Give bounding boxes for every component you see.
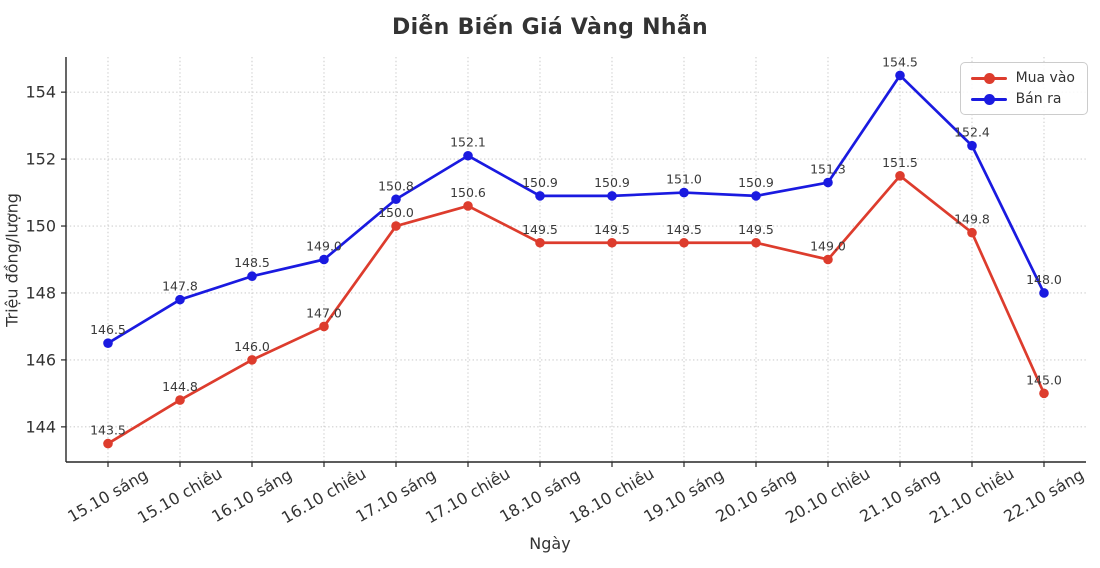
data-point <box>823 254 833 265</box>
data-point <box>103 338 113 348</box>
data-point-label: 146.0 <box>234 339 270 354</box>
data-point <box>247 271 257 282</box>
data-point-label: 145.0 <box>1026 372 1062 387</box>
x-tick-label: 20.10 chiều <box>782 464 873 528</box>
data-point <box>535 237 545 248</box>
data-point <box>607 191 617 201</box>
data-point-label: 149.5 <box>594 222 630 237</box>
data-point <box>967 140 977 151</box>
x-tick-label: 17.10 chiều <box>422 464 513 528</box>
series-line <box>106 74 1046 345</box>
legend-line-marker-blue-icon <box>970 93 1007 105</box>
data-point-label: 151.3 <box>810 162 846 177</box>
data-point <box>319 254 329 265</box>
data-point-label: 147.8 <box>162 279 198 294</box>
data-point <box>679 187 689 198</box>
y-tick-label: 150 <box>25 217 56 236</box>
data-point <box>175 294 185 305</box>
data-point-label: 150.9 <box>738 175 774 190</box>
data-point <box>679 237 689 248</box>
data-point <box>607 237 617 248</box>
chart-title: Diễn Biến Giá Vàng Nhẫn <box>392 15 708 40</box>
data-point <box>175 395 185 405</box>
data-point <box>535 191 545 201</box>
y-tick-label: 144 <box>25 417 56 436</box>
data-point <box>103 438 113 449</box>
y-tick-label: 154 <box>25 83 56 102</box>
legend-label-ban-ra: Bán ra <box>1015 91 1062 107</box>
data-point <box>319 321 329 332</box>
data-point-label: 149.8 <box>954 212 990 227</box>
legend-item-mua-vao: Mua vào <box>970 70 1075 86</box>
y-tick-label: 148 <box>25 283 56 302</box>
data-point-label: 150.8 <box>378 178 414 193</box>
data-point-label: 146.5 <box>90 322 126 337</box>
data-point <box>247 355 257 365</box>
data-point <box>895 171 905 181</box>
data-point-label: 149.0 <box>306 239 342 254</box>
legend: Mua vào Bán ra <box>959 62 1088 115</box>
data-point-label: 150.9 <box>522 175 558 190</box>
data-point <box>463 150 473 161</box>
data-point-label: 148.0 <box>1026 272 1062 287</box>
data-point-label: 149.0 <box>810 239 846 254</box>
y-axis-title-text: Triệu đồng/lượng <box>2 193 22 327</box>
x-tick-label: 18.10 chiều <box>566 464 657 528</box>
data-point-label: 150.6 <box>450 185 486 200</box>
data-point <box>751 237 761 248</box>
data-point-label: 144.8 <box>162 379 198 394</box>
data-point <box>1039 388 1049 399</box>
data-point <box>391 194 401 205</box>
data-point-label: 148.5 <box>234 255 270 270</box>
data-point-label: 149.5 <box>522 222 558 237</box>
y-tick-label: 152 <box>25 150 56 169</box>
data-point <box>895 70 905 81</box>
x-tick-label: 21.10 chiều <box>926 464 1017 528</box>
data-point-label: 150.9 <box>594 175 630 190</box>
data-point <box>391 221 401 231</box>
data-point <box>463 201 473 211</box>
data-point-label: 150.0 <box>378 205 414 220</box>
data-point-label: 143.5 <box>90 423 126 438</box>
data-point <box>967 227 977 238</box>
x-tick-label: 16.10 chiều <box>278 464 369 528</box>
y-tick-label: 146 <box>25 350 56 369</box>
data-point-label: 152.4 <box>954 125 990 140</box>
x-axis-title: Ngày <box>529 534 571 553</box>
data-point-label: 149.5 <box>666 222 702 237</box>
data-point-label: 147.0 <box>306 305 342 320</box>
data-point-label: 152.1 <box>450 135 486 150</box>
legend-item-ban-ra: Bán ra <box>970 91 1075 107</box>
data-point <box>1039 288 1049 298</box>
legend-line-marker-red-icon <box>970 72 1007 84</box>
data-point-label: 151.5 <box>882 155 918 170</box>
data-point-label: 154.5 <box>882 54 918 69</box>
data-point-label: 149.5 <box>738 222 774 237</box>
data-point <box>751 191 761 201</box>
x-tick-label: 15.10 chiều <box>134 464 225 528</box>
legend-label-mua-vao: Mua vào <box>1015 70 1075 86</box>
series-line <box>106 174 1046 445</box>
data-point-label: 151.0 <box>666 172 702 187</box>
data-point <box>823 177 833 188</box>
